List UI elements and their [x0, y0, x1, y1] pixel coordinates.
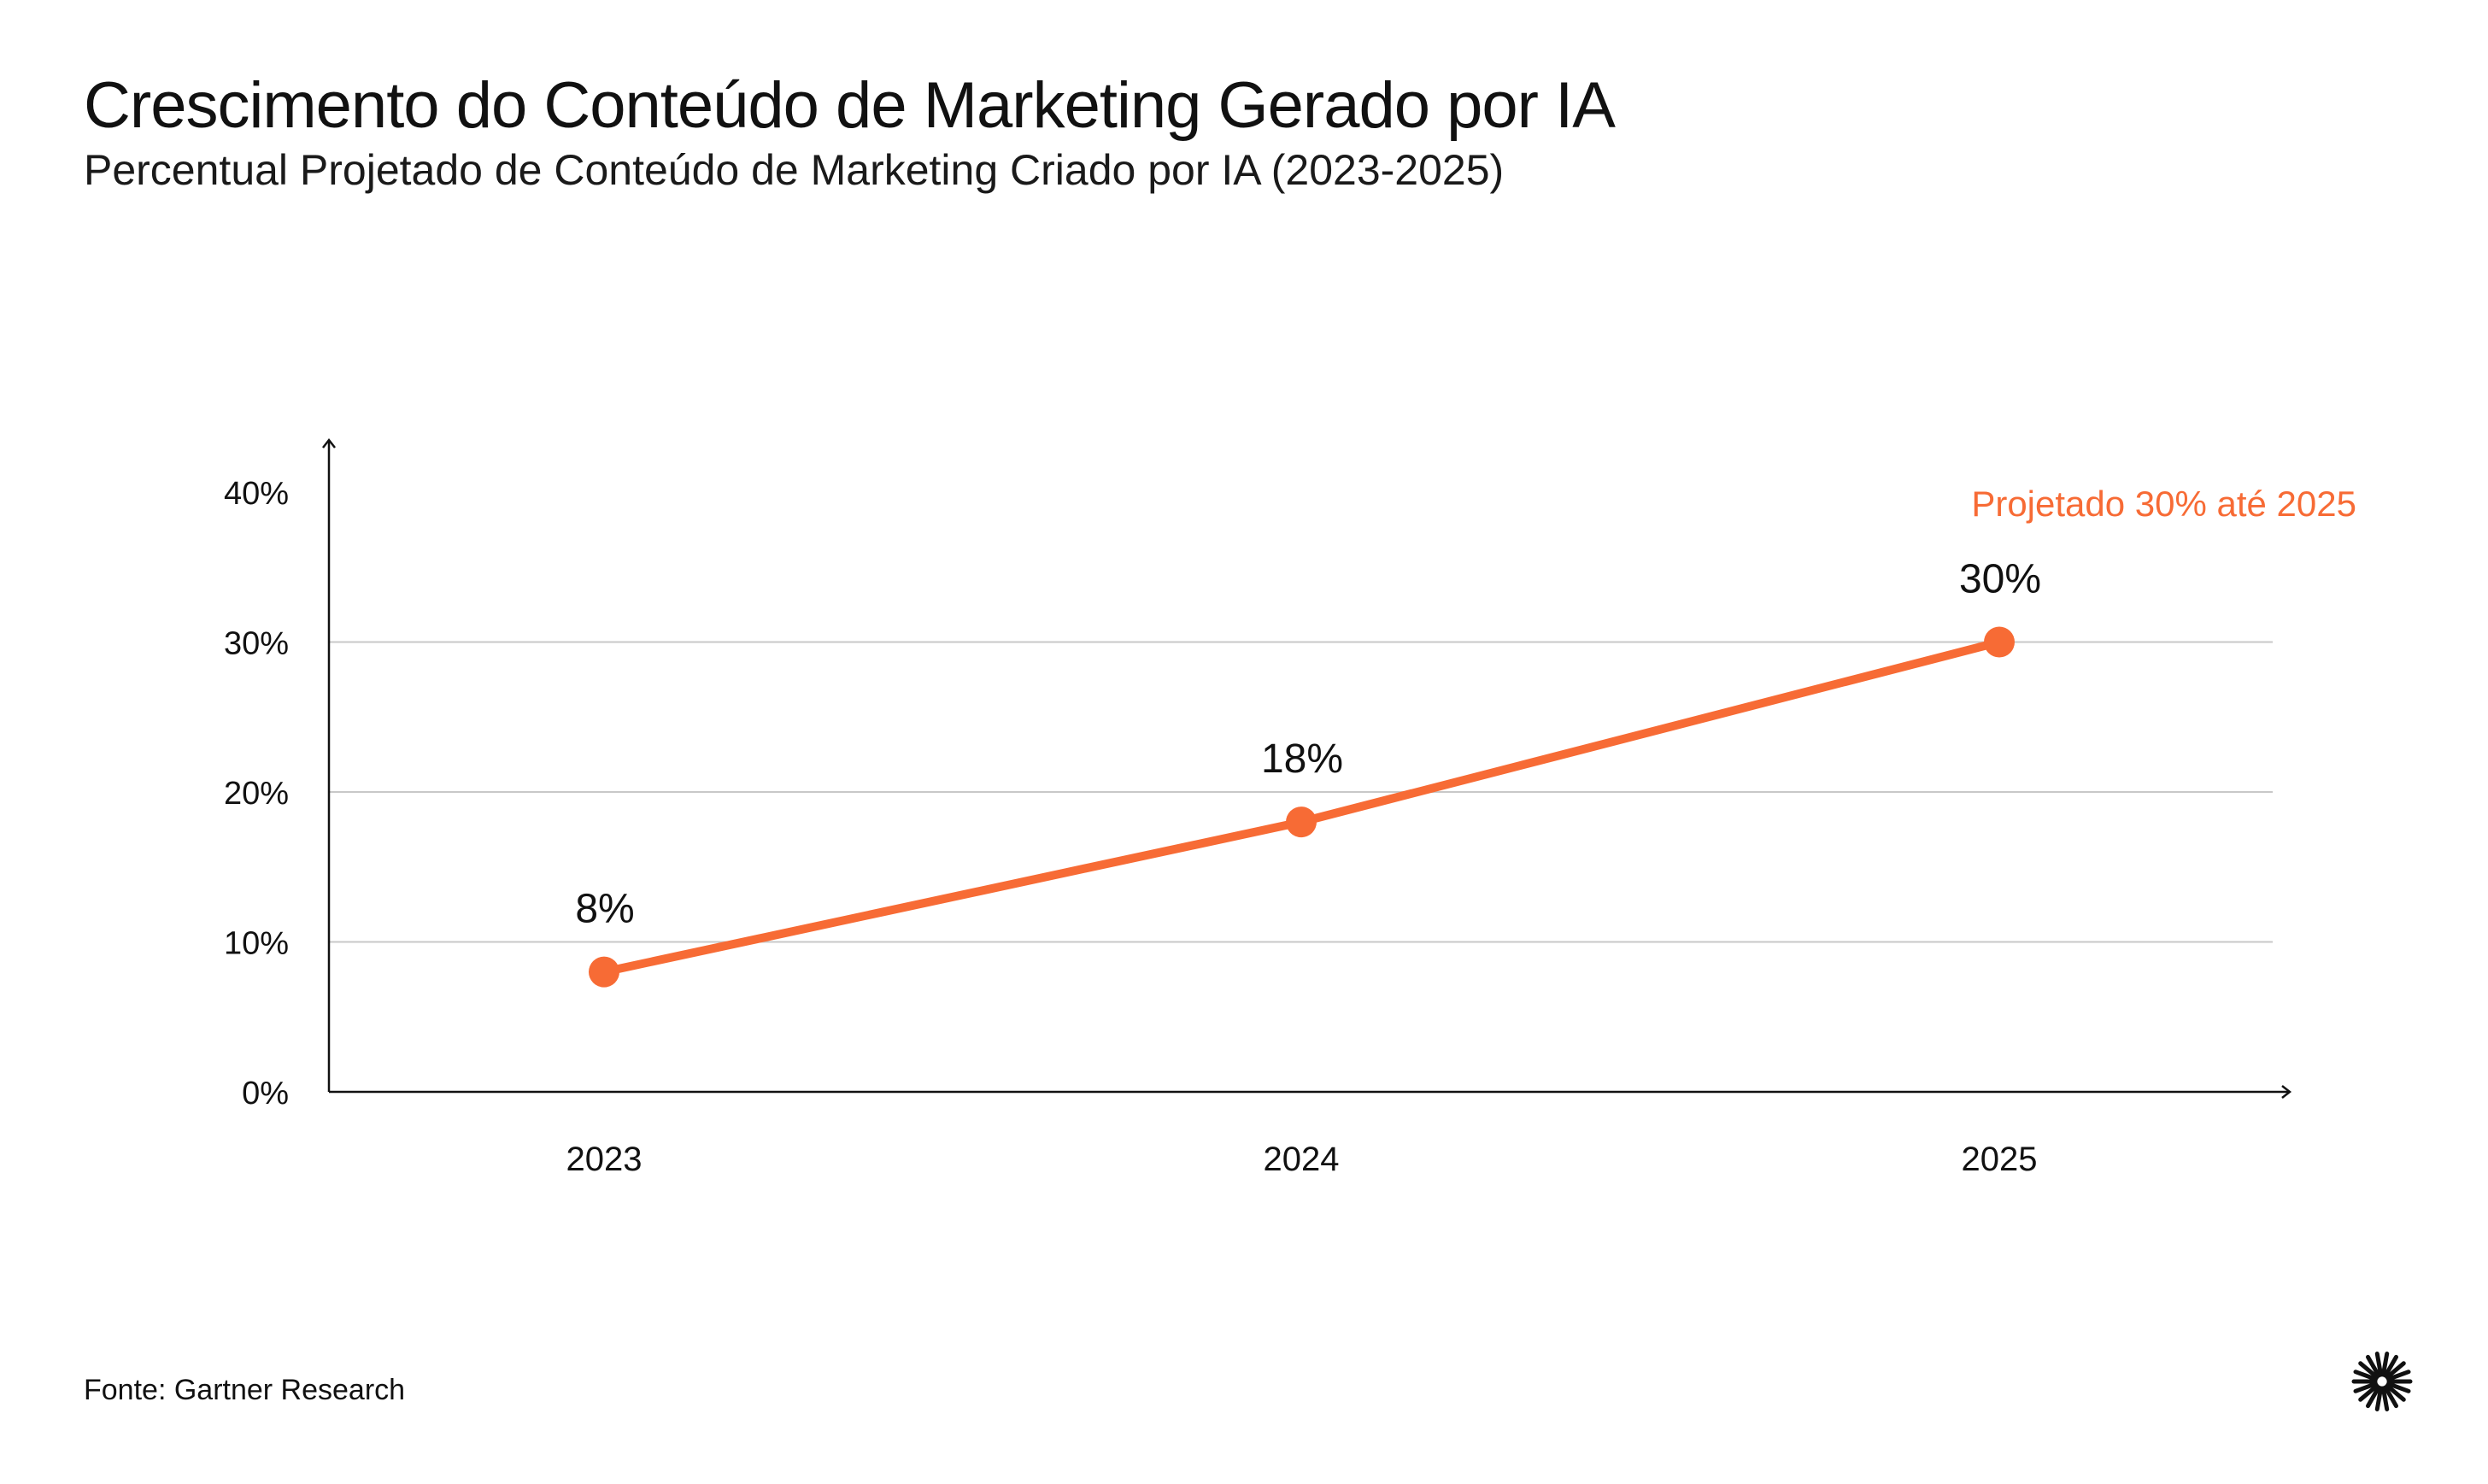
logo-ray	[2366, 1385, 2381, 1409]
logo-ray	[2358, 1361, 2379, 1380]
logo-ray	[2366, 1354, 2381, 1378]
logo-ray	[2385, 1361, 2406, 1380]
logo-ray	[2374, 1352, 2384, 1377]
logo-ray	[2383, 1354, 2398, 1378]
starburst-icon	[2351, 1352, 2413, 1411]
y-tick-label: 20%	[224, 776, 289, 812]
chart-title: Crescimento do Conteúdo de Marketing Ger…	[84, 69, 1616, 142]
chart-subtitle: Percentual Projetado de Conteúdo de Mark…	[84, 146, 1505, 194]
data-point[interactable]	[1286, 807, 1317, 838]
data-label: 18%	[1261, 736, 1343, 782]
logo-ray	[2374, 1386, 2384, 1411]
logo-ray	[2353, 1370, 2378, 1381]
x-axis-arrow	[2281, 1085, 2292, 1099]
y-tick-label: 40%	[224, 476, 289, 512]
logo-ray	[2353, 1381, 2378, 1393]
y-tick-label: 10%	[224, 926, 289, 962]
logo-ray	[2358, 1383, 2379, 1402]
x-tick-label: 2025	[1962, 1141, 2038, 1178]
data-label: 8%	[575, 887, 634, 932]
y-tick-label: 0%	[242, 1076, 289, 1112]
source-note: Fonte: Gartner Research	[84, 1374, 406, 1406]
logo-ray	[2380, 1386, 2390, 1411]
logo-ray	[2385, 1383, 2406, 1402]
x-tick-label: 2024	[1264, 1141, 1340, 1178]
logo-ray	[2380, 1352, 2390, 1377]
logo-ray	[2383, 1385, 2398, 1409]
data-label: 30%	[1959, 557, 2041, 602]
data-point[interactable]	[1984, 626, 2015, 658]
x-tick-label: 2023	[566, 1141, 643, 1178]
logo-ray	[2386, 1370, 2411, 1381]
y-tick-label: 30%	[224, 626, 289, 662]
logo-ray	[2386, 1381, 2411, 1393]
annotation-label: Projetado 30% até 2025	[1971, 484, 2356, 524]
data-point[interactable]	[589, 956, 619, 988]
y-axis-arrow	[322, 437, 336, 449]
